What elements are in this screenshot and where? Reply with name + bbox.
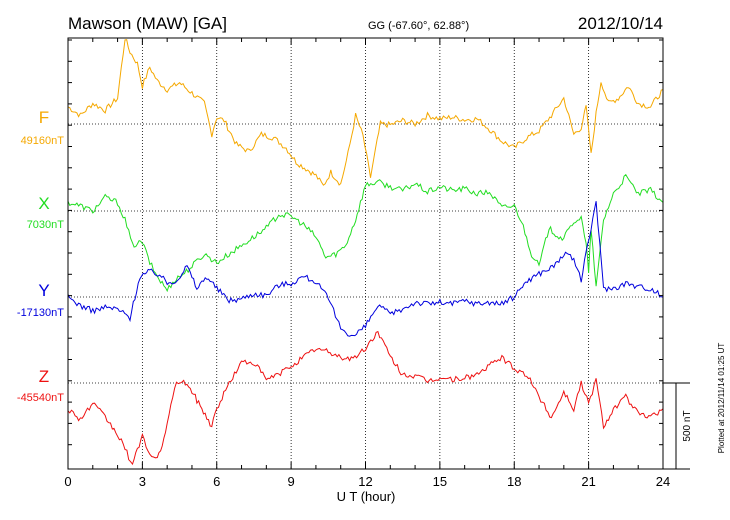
station-coordinates: GG (-67.60°, 62.88°) bbox=[368, 20, 469, 32]
series-name-y: Y bbox=[38, 281, 49, 300]
scale-bar bbox=[663, 382, 690, 470]
axis-ticks bbox=[67, 38, 664, 469]
series-baseline-z: -45540nT bbox=[17, 392, 64, 404]
series-line-y bbox=[67, 201, 664, 337]
x-tick-label: 0 bbox=[64, 474, 71, 489]
series-baseline-x: 7030nT bbox=[27, 219, 65, 231]
x-axis-label: U T (hour) bbox=[337, 489, 396, 504]
plotted-timestamp: Plotted at 2012/11/14 01:25 UT bbox=[717, 343, 726, 454]
series-line-f bbox=[67, 39, 664, 186]
x-tick-labels: 0 3 6 9 12 15 18 21 24 bbox=[64, 474, 670, 489]
series-baseline-y: -17130nT bbox=[17, 307, 64, 319]
scale-bar-label: 500 nT bbox=[682, 410, 693, 441]
chart-date: 2012/10/14 bbox=[578, 14, 663, 33]
series-baseline-f: 49160nT bbox=[21, 135, 65, 147]
x-tick-label: 6 bbox=[213, 474, 220, 489]
series-line-z bbox=[67, 330, 664, 466]
series-line-x bbox=[67, 173, 664, 293]
grid bbox=[68, 38, 663, 469]
series-layer bbox=[67, 39, 664, 466]
series-name-f: F bbox=[39, 108, 49, 127]
chart-title: Mawson (MAW) [GA] bbox=[68, 14, 227, 33]
x-tick-label: 24 bbox=[656, 474, 670, 489]
x-tick-label: 21 bbox=[581, 474, 595, 489]
x-tick-label: 9 bbox=[288, 474, 295, 489]
x-tick-label: 18 bbox=[507, 474, 521, 489]
series-name-z: Z bbox=[39, 367, 49, 386]
x-tick-label: 3 bbox=[139, 474, 146, 489]
series-labels: F 49160nT X 7030nT Y -17130nT Z -45540nT bbox=[17, 108, 64, 404]
x-tick-label: 12 bbox=[358, 474, 372, 489]
x-tick-label: 15 bbox=[433, 474, 447, 489]
series-name-x: X bbox=[38, 194, 49, 213]
